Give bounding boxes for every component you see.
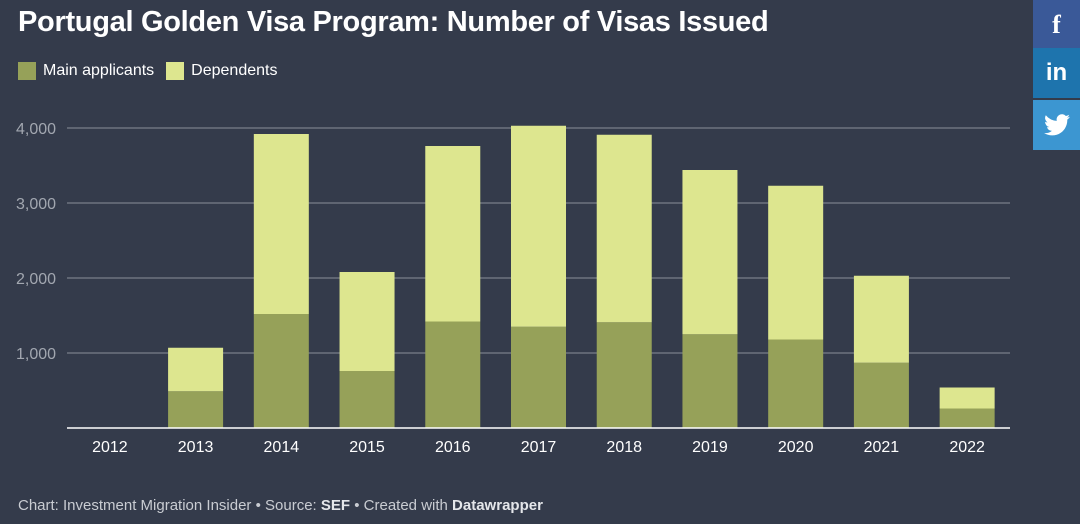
x-tick-label: 2014 [264,439,300,456]
bar-segment [425,321,481,428]
bar-segment [939,387,995,409]
bar-segment [168,347,224,392]
y-tick-label: 1,000 [16,346,56,363]
bar-layer [168,125,995,428]
facebook-share-button[interactable]: f [1033,0,1080,50]
bar-segment [596,134,652,323]
chart-title: Portugal Golden Visa Program: Number of … [18,6,769,38]
x-tick-label: 2012 [92,439,128,456]
bar-segment [939,408,995,428]
x-tick-label: 2022 [949,439,985,456]
bar-segment [253,314,309,428]
x-tick-label: 2017 [521,439,557,456]
facebook-icon: f [1052,10,1061,39]
bar-segment [339,371,395,428]
legend-label-main-applicants: Main applicants [43,62,155,79]
twitter-share-button[interactable] [1033,100,1080,150]
bar-segment [511,326,566,428]
bar-segment [253,134,309,314]
linkedin-share-button[interactable]: in [1033,48,1080,98]
legend-label-dependents: Dependents [191,62,278,79]
legend: Main applicants Dependents [18,62,289,80]
y-tick-label: 3,000 [16,196,56,213]
axis-layer: 2012 2013 2014 2015 2016 2017 2018 2019 2020 2021… [67,427,1010,456]
bar-segment [768,185,824,340]
x-tick-label: 2020 [778,439,814,456]
footer-created-with: • Created with [350,497,453,514]
y-tick-label: 2,000 [16,271,56,288]
x-tick-label: 2016 [435,439,471,456]
footer-credit: Chart: Investment Migration Insider • So… [18,497,321,514]
y-tick-label: 4,000 [16,121,56,138]
chart-footer: Chart: Investment Migration Insider • So… [18,497,543,514]
bar-segment [853,362,909,428]
bar-segment [682,334,738,428]
bar-segment [682,170,738,335]
footer-tool[interactable]: Datawrapper [452,497,543,514]
twitter-icon [1043,114,1070,136]
legend-item-main-applicants: Main applicants [18,62,154,80]
x-tick-label: 2018 [606,439,642,456]
bar-segment [768,339,824,428]
bar-segment [511,125,566,327]
legend-swatch-dependents [166,62,185,80]
bar-segment [853,275,909,363]
legend-item-dependents: Dependents [166,62,277,80]
bar-segment [425,146,481,322]
x-tick-label: 2013 [178,439,214,456]
linkedin-icon: in [1045,59,1068,86]
x-tick-label: 2019 [692,439,728,456]
legend-swatch-main-applicants [18,62,36,80]
footer-source[interactable]: SEF [320,497,351,514]
bar-segment [596,322,652,428]
x-tick-label: 2021 [864,439,900,456]
bar-segment [339,272,395,371]
bar-segment [168,391,224,428]
x-tick-label: 2015 [349,439,385,456]
